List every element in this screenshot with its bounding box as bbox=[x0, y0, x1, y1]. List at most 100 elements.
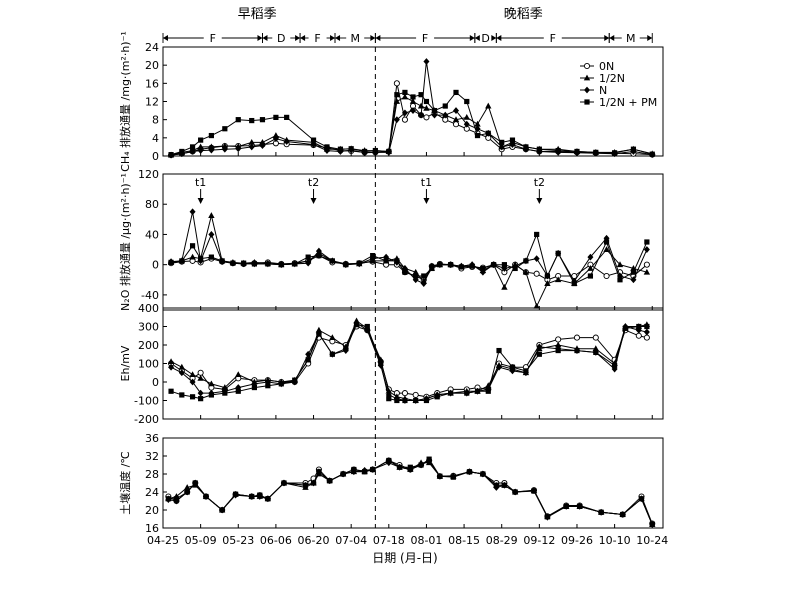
event-label: t2 bbox=[308, 176, 319, 189]
data-point bbox=[603, 246, 610, 252]
data-point bbox=[466, 469, 473, 475]
data-point bbox=[616, 261, 624, 268]
data-point bbox=[184, 489, 190, 495]
y-axis-label: N₂O 排放通量 /μg·(m²·h)⁻¹ bbox=[118, 173, 132, 311]
data-point bbox=[474, 388, 481, 394]
data-point bbox=[230, 260, 236, 266]
data-point bbox=[620, 511, 626, 518]
data-point bbox=[598, 509, 604, 515]
event-arrowhead bbox=[310, 198, 317, 204]
data-point bbox=[617, 277, 623, 283]
data-point bbox=[316, 469, 322, 475]
data-point bbox=[501, 482, 507, 488]
y-tick-label: 24 bbox=[145, 486, 159, 499]
phase-arrowhead bbox=[370, 35, 376, 41]
data-point bbox=[423, 58, 430, 65]
data-point bbox=[410, 107, 416, 114]
data-point bbox=[222, 390, 228, 396]
data-point bbox=[393, 80, 400, 87]
data-point bbox=[593, 149, 599, 155]
data-point bbox=[401, 109, 408, 117]
legend-marker bbox=[584, 86, 590, 94]
data-point bbox=[315, 247, 322, 255]
legend-marker bbox=[583, 74, 591, 81]
data-point bbox=[316, 331, 322, 337]
y-tick-label: 400 bbox=[138, 302, 159, 315]
data-point bbox=[635, 332, 642, 339]
data-point bbox=[434, 394, 440, 400]
data-point bbox=[386, 457, 392, 464]
data-point bbox=[603, 272, 610, 280]
data-point bbox=[324, 144, 330, 150]
data-point bbox=[464, 98, 470, 105]
phase-label: F bbox=[422, 32, 428, 45]
data-point bbox=[178, 369, 185, 377]
data-point bbox=[523, 368, 529, 374]
data-point bbox=[501, 262, 507, 268]
data-point bbox=[554, 341, 562, 348]
data-point bbox=[522, 268, 530, 275]
data-point bbox=[265, 496, 271, 502]
data-point bbox=[251, 384, 257, 391]
data-point bbox=[189, 144, 196, 150]
data-point bbox=[493, 482, 499, 488]
phase-arrowhead bbox=[469, 35, 475, 41]
y-tick-label: 20 bbox=[145, 59, 159, 72]
series-line bbox=[170, 322, 648, 401]
phase-label: F bbox=[210, 32, 216, 45]
phase-arrowhead bbox=[647, 35, 653, 41]
data-point bbox=[208, 212, 215, 218]
data-point bbox=[509, 137, 516, 143]
data-point bbox=[179, 392, 185, 398]
y-tick-label: 0 bbox=[152, 259, 159, 272]
data-point bbox=[273, 114, 279, 120]
y-tick-label: 12 bbox=[145, 96, 159, 109]
data-point bbox=[644, 323, 650, 330]
y-tick-label: 36 bbox=[145, 432, 159, 445]
x-tick-label: 07-18 bbox=[373, 534, 405, 547]
x-tick-label: 06-06 bbox=[260, 534, 292, 547]
data-point bbox=[554, 276, 562, 283]
data-point bbox=[512, 489, 518, 495]
data-point bbox=[183, 484, 191, 490]
series-line bbox=[171, 211, 648, 285]
data-point bbox=[316, 253, 322, 259]
panel-frame bbox=[162, 437, 664, 529]
data-point bbox=[292, 377, 298, 383]
data-point bbox=[329, 334, 336, 340]
data-point bbox=[208, 392, 214, 398]
data-point bbox=[197, 374, 204, 381]
data-point bbox=[452, 116, 460, 123]
data-point bbox=[622, 325, 628, 331]
data-point bbox=[340, 471, 346, 477]
data-point bbox=[480, 265, 486, 272]
data-point bbox=[458, 264, 464, 270]
data-point bbox=[431, 107, 438, 114]
data-point bbox=[509, 141, 516, 149]
data-point bbox=[315, 326, 323, 333]
data-point bbox=[423, 397, 430, 404]
data-point bbox=[437, 262, 443, 268]
phase-label: F bbox=[314, 32, 320, 45]
data-point bbox=[189, 148, 196, 155]
x-tick-label: 07-04 bbox=[335, 534, 367, 547]
data-point bbox=[534, 231, 540, 238]
season-label: 早稻季 bbox=[238, 7, 277, 22]
phase-label: D bbox=[277, 32, 285, 45]
y-tick-label: 80 bbox=[145, 198, 159, 211]
data-point bbox=[337, 146, 344, 152]
data-point bbox=[356, 260, 362, 266]
data-point bbox=[555, 250, 561, 256]
data-point bbox=[241, 260, 247, 266]
data-point bbox=[536, 343, 543, 351]
data-point bbox=[302, 482, 309, 488]
data-point bbox=[272, 132, 280, 138]
data-point bbox=[616, 272, 623, 280]
data-point bbox=[208, 254, 214, 260]
data-point bbox=[423, 104, 430, 111]
data-point bbox=[370, 466, 376, 473]
data-point bbox=[351, 466, 357, 473]
data-point bbox=[362, 148, 368, 155]
data-point bbox=[197, 369, 204, 376]
data-point bbox=[348, 146, 354, 152]
